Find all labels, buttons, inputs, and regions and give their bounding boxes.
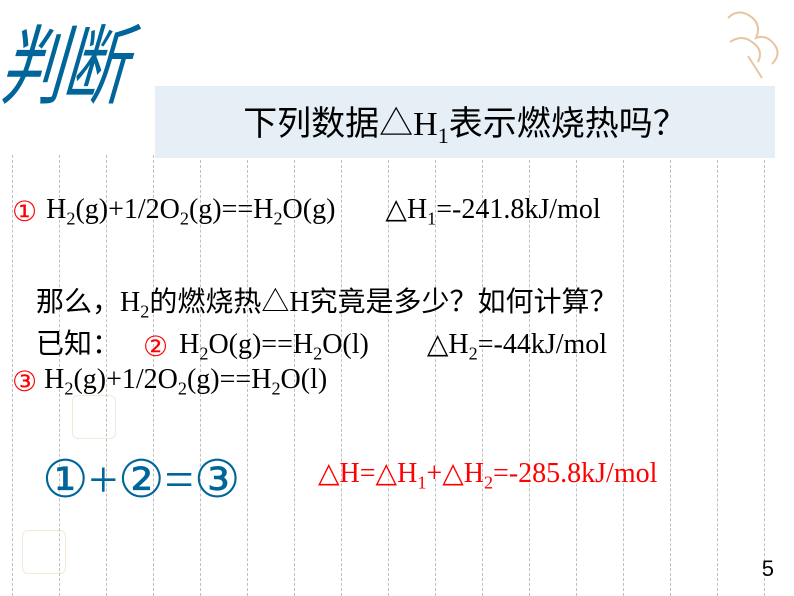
slide-title-judge: 判断 [0, 0, 132, 122]
marker-3: ③ [12, 365, 37, 399]
stamp-decoration-top [718, 6, 788, 88]
page-number: 5 [762, 556, 774, 582]
equation-3-formula: H2(g)+1/2O2(g)==H2O(l) [44, 364, 327, 395]
question-text: 下列数据△H1表示燃烧热吗？ [243, 96, 687, 149]
equation-2-formula: H2O(g)==H2O(l) [179, 329, 369, 360]
marker-1: ① [12, 195, 37, 229]
stamp-decoration-seal-1 [72, 395, 116, 439]
equation-1: ① H2(g)+1/2O2(g)==H2O(g) △H1=-241.8kJ/mo… [12, 192, 601, 230]
result-delta-h: △H=△H1+△H2=-285.8kJ/mol [318, 456, 657, 494]
equation-3: ③ H2(g)+1/2O2(g)==H2O(l) [12, 364, 327, 400]
equation-1-delta: △H1=-241.8kJ/mol [385, 194, 600, 225]
question-box: 下列数据△H1表示燃烧热吗？ [155, 86, 775, 158]
followup-question: 那么，H2的燃烧热△H究竟是多少？如何计算？ [36, 280, 618, 323]
marker-2: ② [143, 330, 168, 364]
stamp-decoration-seal-2 [22, 530, 66, 574]
hess-sum: ①+②=③ [42, 450, 241, 510]
equation-2-delta: △H2=-44kJ/mol [427, 329, 607, 360]
given-label: 已知： [36, 322, 132, 362]
equation-1-formula: H2(g)+1/2O2(g)==H2O(g) [46, 194, 335, 225]
given-line: 已知： ② H2O(g)==H2O(l) △H2=-44kJ/mol [36, 322, 607, 365]
